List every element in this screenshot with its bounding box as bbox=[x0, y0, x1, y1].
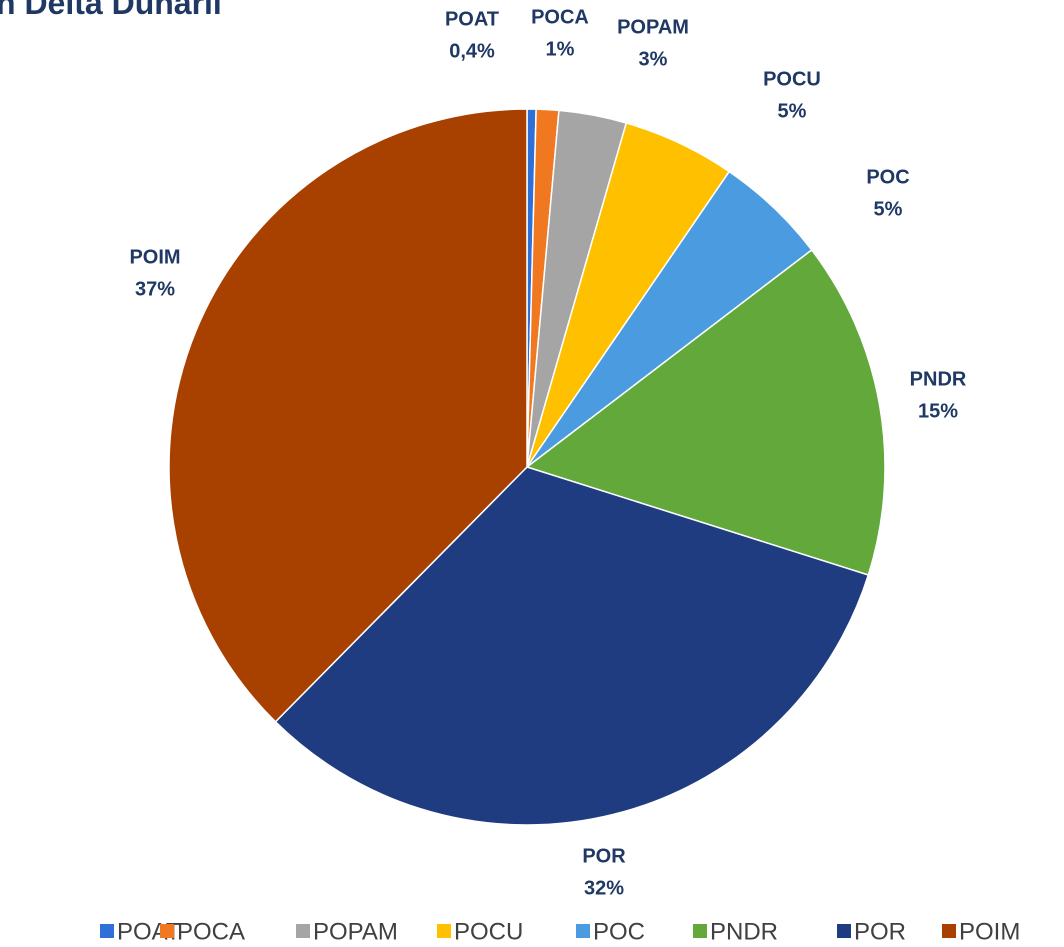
data-label-name: POIM bbox=[129, 246, 180, 268]
legend-swatch bbox=[942, 924, 956, 938]
legend-swatch bbox=[576, 924, 590, 938]
data-label-name: POCA bbox=[531, 6, 589, 28]
data-label-value: 32% bbox=[584, 877, 624, 899]
legend-swatch bbox=[100, 924, 114, 938]
data-label-value: 37% bbox=[135, 278, 175, 300]
data-label-name: PNDR bbox=[910, 368, 967, 390]
data-label-name: POCU bbox=[763, 68, 821, 90]
data-label-value: 0,4% bbox=[449, 40, 495, 62]
data-label-value: 1% bbox=[546, 38, 575, 60]
data-label-value: 5% bbox=[874, 198, 903, 220]
legend-swatch bbox=[437, 924, 451, 938]
data-label-value: 3% bbox=[639, 48, 668, 70]
legend-label: POCU bbox=[454, 918, 523, 945]
legend-swatch bbox=[837, 924, 851, 938]
data-label-name: POPAM bbox=[617, 16, 689, 38]
data-label-value: 15% bbox=[918, 400, 958, 422]
legend-swatch bbox=[160, 924, 174, 938]
legend-label: POR bbox=[854, 918, 906, 945]
pie-slice bbox=[274, 466, 870, 826]
pie-slice bbox=[525, 248, 886, 576]
data-label-name: POR bbox=[582, 845, 626, 867]
legend-label: POCA bbox=[177, 918, 245, 945]
data-label-value: 5% bbox=[778, 100, 807, 122]
legend-label: PNDR bbox=[710, 918, 778, 945]
data-label-name: POC bbox=[866, 166, 909, 188]
chart-title: n Delta Dunarii bbox=[0, 0, 222, 21]
data-label-name: POAT bbox=[445, 8, 499, 30]
legend-label: POIM bbox=[959, 918, 1020, 945]
pie-slice bbox=[168, 108, 528, 723]
legend-label: POPAM bbox=[313, 918, 398, 945]
legend-label: POC bbox=[593, 918, 645, 945]
legend-swatch bbox=[693, 924, 707, 938]
legend-swatch bbox=[296, 924, 310, 938]
